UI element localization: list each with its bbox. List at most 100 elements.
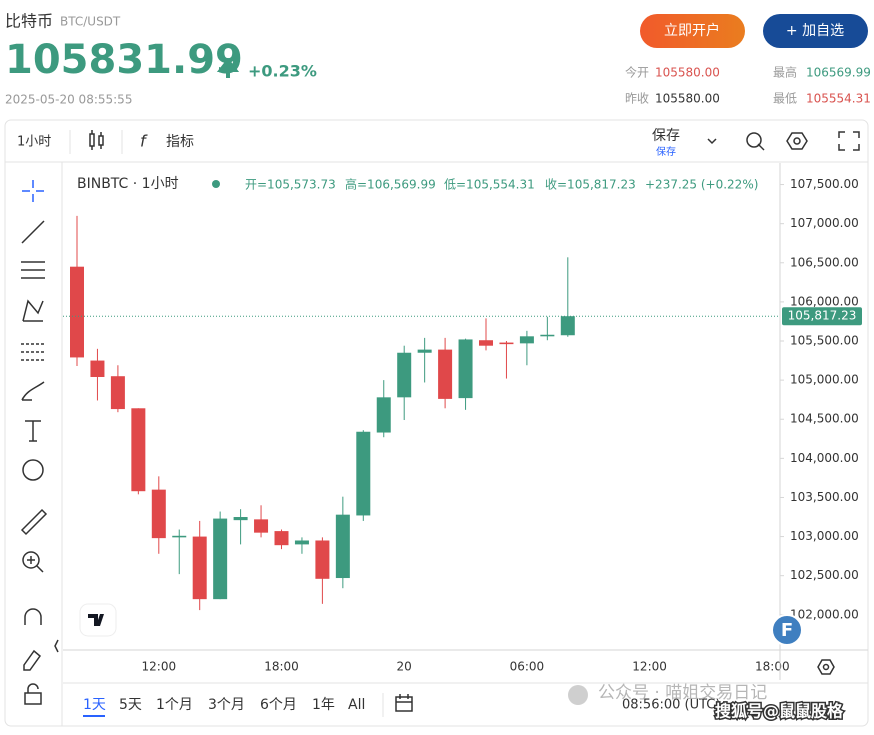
candle-body xyxy=(192,536,207,600)
candle-body xyxy=(213,518,228,600)
goto-date[interactable] xyxy=(395,694,413,712)
channel-tool[interactable] xyxy=(21,261,45,279)
fx-icon[interactable]: f xyxy=(140,132,148,151)
candle-body xyxy=(519,336,534,344)
candle-body xyxy=(479,340,493,346)
f-logo-text: F xyxy=(781,620,793,641)
candle-body xyxy=(131,408,146,492)
candle-body xyxy=(499,342,514,345)
fib-tool[interactable] xyxy=(21,343,45,361)
x-tick-label: 12:00 xyxy=(142,660,177,674)
change: +0.23% xyxy=(248,62,317,81)
text-tool[interactable] xyxy=(25,420,41,442)
stat-label: 最低 xyxy=(773,92,797,106)
y-tick-label: 107,500.00 xyxy=(790,177,859,191)
crosshair-tool[interactable] xyxy=(22,180,44,202)
y-tick-label: 106,000.00 xyxy=(790,294,859,308)
range-button[interactable]: 1年 xyxy=(312,697,335,713)
line-tool[interactable] xyxy=(21,220,45,244)
pattern-tool[interactable] xyxy=(22,299,44,322)
save[interactable]: 保存 xyxy=(652,128,680,144)
dropdown[interactable] xyxy=(707,138,717,145)
legend-close: 收=105,817.23 xyxy=(545,178,636,192)
x-tick-label: 20 xyxy=(397,660,412,674)
stat-value: 105580.00 xyxy=(655,92,720,106)
x-tick-label: 18:00 xyxy=(755,660,790,674)
emoji-tool[interactable] xyxy=(22,459,44,481)
button-label: 立即开户 xyxy=(664,22,720,39)
range-button[interactable]: 1天 xyxy=(83,697,106,713)
y-tick-label: 105,500.00 xyxy=(790,334,859,348)
price-tag: 105,817.23 xyxy=(788,309,857,323)
candle-body xyxy=(110,376,125,410)
candle-body xyxy=(417,349,432,353)
status-dot xyxy=(212,180,220,188)
last-price: 105831.99 xyxy=(5,37,243,83)
candle-body xyxy=(397,352,412,398)
zoom-tool[interactable] xyxy=(22,551,40,569)
y-tick-label: 104,500.00 xyxy=(790,412,859,426)
button-bg xyxy=(763,14,868,48)
watchlist-button[interactable]: + 加自选 xyxy=(763,14,868,48)
fullscreen-icon[interactable] xyxy=(838,131,860,151)
range-button[interactable]: 5天 xyxy=(119,697,142,713)
timestamp: 2025-05-20 08:55:55 xyxy=(5,93,132,107)
open-account-button[interactable]: 立即开户 xyxy=(640,14,745,48)
settings-icon-core xyxy=(793,137,801,145)
y-tick-label: 103,000.00 xyxy=(790,529,859,543)
settings-icon[interactable] xyxy=(786,132,808,150)
lock-draw-tool[interactable] xyxy=(23,649,42,671)
range-button[interactable]: 6个月 xyxy=(260,697,297,713)
range-selector: 1天 5天 1个月 3个月 6个月 1年 All xyxy=(83,697,365,717)
candle-type-icon[interactable] xyxy=(89,130,104,150)
interval[interactable]: 1小时 xyxy=(17,135,51,150)
x-tick-label: 06:00 xyxy=(510,660,545,674)
range-button[interactable]: 3个月 xyxy=(208,697,245,713)
axes: 102,000.00 102,500.00 103,000.00 103,500.00… xyxy=(780,177,862,621)
alert-icon[interactable] xyxy=(746,132,765,151)
watermark: 公众号 · 喵姐交易日记 xyxy=(598,683,767,703)
brush-tool[interactable] xyxy=(21,381,45,401)
clock: 08:56:00 (UTC) xyxy=(622,698,720,713)
pair: BTC/USDT xyxy=(60,15,121,29)
candle-body xyxy=(376,397,391,433)
y-tick-label: 107,000.00 xyxy=(790,216,859,230)
y-tick-label: 102,000.00 xyxy=(790,607,859,621)
stat-value: 105580.00 xyxy=(655,66,720,80)
candle-body xyxy=(151,489,166,539)
candle-body xyxy=(438,349,453,399)
indicators[interactable]: 指标 xyxy=(166,134,194,150)
candle-body xyxy=(335,514,350,579)
y-tick-label: 104,000.00 xyxy=(790,451,859,465)
candle-body xyxy=(458,339,473,399)
price-tag-bg xyxy=(782,307,862,326)
axis-settings[interactable] xyxy=(817,659,835,675)
legend-change: +237.25 (+0.22%) xyxy=(645,178,758,192)
watermark: 搜狐号@鼠鼠股格 xyxy=(715,702,844,721)
candle-body xyxy=(274,531,289,546)
range-button[interactable]: All xyxy=(348,697,365,713)
ruler-tool[interactable] xyxy=(20,508,48,536)
candle-body xyxy=(70,266,84,358)
candle-body xyxy=(315,540,330,579)
candle-body xyxy=(233,517,248,521)
button-label: + 加自选 xyxy=(786,23,844,39)
collapse[interactable] xyxy=(54,639,59,653)
f-logo[interactable] xyxy=(771,614,803,646)
candle-body xyxy=(90,360,105,377)
range-button[interactable]: 1个月 xyxy=(156,697,193,713)
x-tick-label: 12:00 xyxy=(632,660,667,674)
symbol: BINBTC · 1小时 xyxy=(77,176,179,192)
legend-low: 低=105,554.31 xyxy=(444,178,535,192)
y-tick-label: 106,500.00 xyxy=(790,255,859,269)
magnet-tool[interactable] xyxy=(24,608,42,625)
lock-tool[interactable] xyxy=(24,692,42,705)
y-tick-label: 102,500.00 xyxy=(790,568,859,582)
drawing-tools xyxy=(20,180,48,705)
legend-open: 开=105,573.73 xyxy=(245,178,336,192)
button-bg xyxy=(640,14,745,48)
coin-name: 比特币 xyxy=(5,12,53,31)
candle-body xyxy=(172,535,187,538)
